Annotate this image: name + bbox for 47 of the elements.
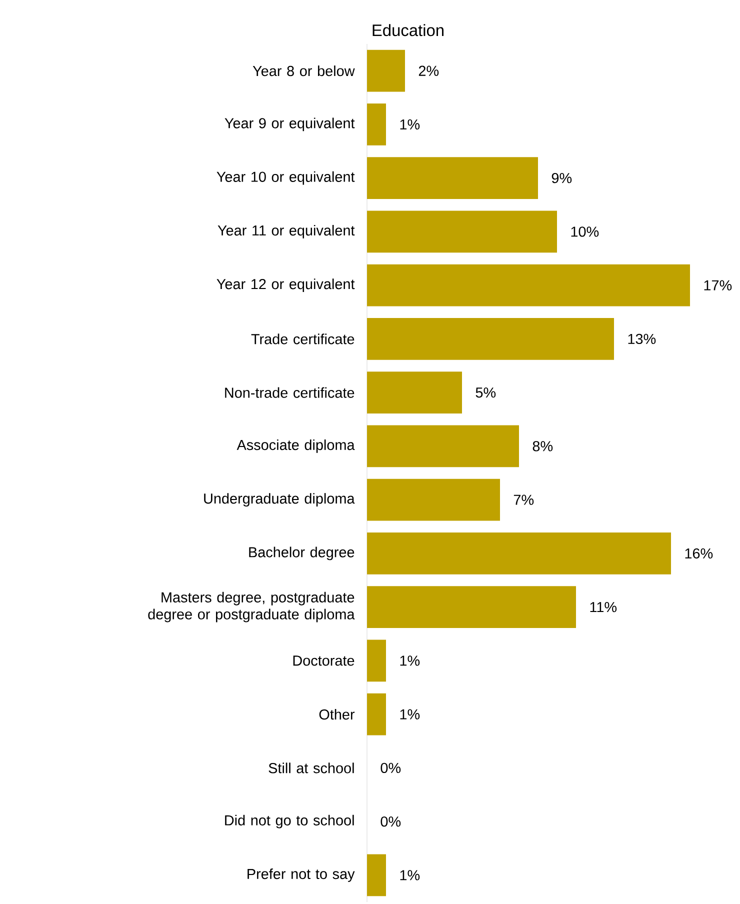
data-label: 8%	[532, 441, 553, 452]
y-tick-label: Other	[319, 709, 355, 720]
y-tick-label: Masters degree, postgraduate degree or postgraduate diploma	[148, 592, 355, 622]
y-tick-label: Year 10 or equivalent	[216, 171, 355, 185]
bar	[367, 50, 405, 92]
y-tick-label: Year 12 or equivalent	[216, 278, 355, 292]
data-label: 10%	[571, 226, 599, 237]
y-tick-label: Prefer not to say	[248, 868, 355, 882]
y-tick-label: Year 9 or equivalent	[224, 118, 355, 132]
y-tick-label: Year 11 or equivalent	[218, 224, 355, 238]
y-tick-label: Associate diploma	[236, 439, 355, 453]
chart-title: Education	[372, 24, 444, 36]
data-label: 1%	[400, 709, 420, 720]
y-tick-label: Undergraduate diploma	[204, 493, 355, 507]
bar	[367, 104, 386, 146]
data-label: 0%	[380, 762, 401, 774]
bar	[367, 318, 614, 360]
data-label: 2%	[418, 66, 439, 76]
data-label: 13%	[628, 334, 656, 344]
bar	[367, 264, 690, 306]
bar	[367, 425, 519, 468]
bar	[367, 478, 500, 521]
bar	[367, 157, 538, 199]
data-label: 1%	[400, 119, 420, 130]
data-label: 1%	[400, 870, 420, 880]
data-label: 1%	[400, 656, 420, 666]
data-label: 17%	[704, 280, 732, 290]
data-label: 5%	[476, 387, 496, 398]
y-tick-label: Doctorate	[293, 656, 354, 666]
data-label: 9%	[552, 172, 572, 184]
data-label: 0%	[380, 816, 401, 827]
bar	[367, 532, 672, 574]
y-tick-label: Trade certificate	[251, 334, 354, 344]
y-tick-label: Non-trade certificate	[225, 387, 354, 398]
bar	[367, 640, 386, 682]
data-label: 7%	[514, 494, 534, 505]
bar	[367, 693, 386, 736]
bar	[367, 586, 576, 628]
bar	[367, 210, 557, 253]
data-label: 16%	[685, 548, 713, 559]
y-tick-label: Did not go to school	[225, 814, 354, 828]
data-label: 11%	[590, 602, 617, 612]
bar	[367, 372, 462, 414]
bar	[367, 854, 386, 896]
y-tick-label: Still at school	[268, 762, 354, 774]
y-tick-label: Year 8 or below	[252, 66, 355, 76]
y-tick-label: Bachelor degree	[249, 546, 354, 560]
